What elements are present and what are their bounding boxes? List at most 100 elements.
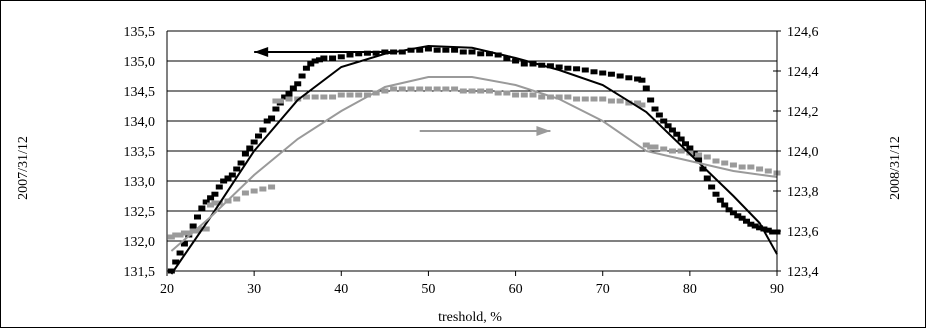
data-point [372,90,380,96]
data-point [673,131,681,137]
data-point [311,58,319,64]
data-point [241,151,249,157]
data-point [207,202,215,208]
y-left-tick-label: 131,5 [124,265,156,280]
data-point [555,64,563,70]
y-left-tick-label: 132,5 [124,205,156,220]
data-point [769,229,777,235]
data-point [651,144,659,150]
data-point [625,100,633,106]
data-point [372,50,380,56]
trend-layer [170,44,778,275]
data-point [751,223,759,229]
trendline [170,44,778,275]
x-axis-title: treshold, % [438,310,502,325]
data-point [228,172,236,178]
data-point [233,166,241,172]
data-point [390,86,398,92]
data-point [695,157,703,163]
data-point [512,58,520,64]
data-point [520,61,528,67]
y-right-tick-label: 123,6 [787,225,819,240]
data-point [529,61,537,67]
data-point [668,148,676,154]
data-point [294,81,302,87]
y-left-tick-label: 135,0 [124,55,156,70]
data-point [703,175,711,181]
data-point [642,142,650,148]
data-point [442,47,450,53]
x-tick-label: 20 [160,282,174,297]
data-point [721,202,729,208]
data-point [699,166,707,172]
data-point [263,118,271,124]
data-point [346,52,354,58]
data-point [520,92,528,98]
x-tick-label: 60 [509,282,523,297]
x-tick-label: 30 [247,282,261,297]
data-point [176,250,184,256]
y-axis-title-left: 2007/31/12 [16,136,31,200]
x-tick-label: 90 [770,282,784,297]
arrow-head [536,126,551,136]
data-point [756,166,764,172]
data-point [272,106,280,112]
arrow-head [254,47,269,57]
data-point [716,197,724,203]
data-point [189,223,197,229]
data-point [703,154,711,160]
arrow-layer [254,47,551,136]
data-point [634,76,642,82]
data-point [573,96,581,102]
data-point [220,178,228,184]
data-point [241,190,249,196]
data-point [555,94,563,100]
data-point [272,98,280,104]
data-point [346,92,354,98]
y-right-tick-label: 124,2 [787,105,819,120]
data-point [302,94,310,100]
data-point [172,232,180,238]
data-point [416,86,424,92]
data-point [756,225,764,231]
data-point [651,106,659,112]
data-point [599,96,607,102]
y-right-tick-label: 124,6 [787,25,819,40]
data-point [708,184,716,190]
data-point [647,97,655,103]
data-point [647,144,655,150]
data-point [729,210,737,216]
data-point [233,196,241,202]
data-point [289,85,297,91]
data-point [298,73,306,79]
data-point [268,115,276,121]
data-point [416,47,424,53]
x-tick-label: 50 [421,282,435,297]
data-point [307,61,315,67]
data-point [459,49,467,55]
data-point [407,86,415,92]
data-point [433,47,441,53]
data-point [564,65,572,71]
data-point [194,228,201,234]
data-point [363,92,371,98]
data-point [246,145,254,151]
data-point [398,86,406,92]
data-point [459,88,467,94]
data-point [316,57,323,63]
data-point [311,94,319,100]
data-point [668,127,676,133]
data-point [738,164,746,170]
data-point [573,66,581,72]
data-point [616,73,624,79]
data-point [721,160,729,166]
data-point [682,141,689,147]
data-point [664,123,672,129]
data-point [695,152,703,158]
data-point [211,200,219,206]
data-point [198,205,206,211]
data-point [642,85,650,91]
y-right-tick-label: 123,8 [787,185,819,200]
series-layer [167,46,781,274]
data-point [180,241,188,247]
